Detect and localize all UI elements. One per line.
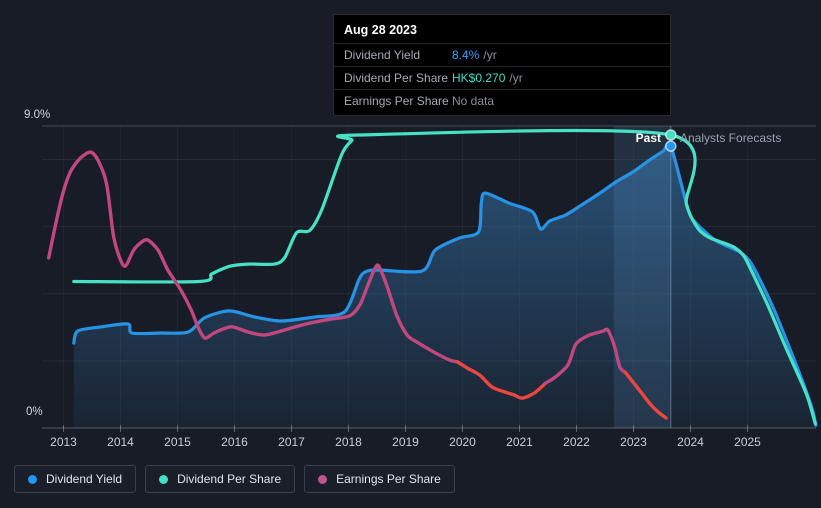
tooltip-suffix: /yr	[483, 48, 497, 62]
dividend-yield-dot-icon	[28, 474, 37, 484]
tooltip-row-dividend-yield: Dividend Yield 8.4% /yr	[334, 43, 670, 66]
svg-text:9.0%: 9.0%	[24, 109, 50, 121]
legend-item-dividend-yield[interactable]: Dividend Yield	[14, 465, 137, 493]
legend-label: Dividend Yield	[46, 472, 123, 486]
tooltip-value: No data	[452, 94, 495, 108]
chart-legend: Dividend Yield Dividend Per Share Earnin…	[14, 465, 455, 493]
svg-text:2023: 2023	[620, 435, 647, 449]
svg-text:2014: 2014	[107, 435, 134, 449]
svg-text:0%: 0%	[26, 406, 43, 418]
earnings-per-share-dot-icon	[318, 474, 328, 484]
dividend-per-share-dot-icon	[159, 474, 169, 484]
tooltip-label: Dividend Yield	[344, 48, 421, 62]
legend-item-earnings-per-share[interactable]: Earnings Per Share	[304, 465, 455, 493]
svg-text:2017: 2017	[278, 435, 305, 449]
tooltip-row-dividend-per-share: Dividend Per Share HK$0.270 /yr	[334, 66, 670, 89]
past-label: Past	[635, 131, 661, 145]
svg-text:2019: 2019	[392, 435, 419, 449]
legend-item-dividend-per-share[interactable]: Dividend Per Share	[145, 465, 296, 493]
tooltip-value: 8.4%	[452, 48, 480, 62]
svg-text:2016: 2016	[221, 435, 248, 449]
analysts-forecasts-label: Analysts Forecasts	[680, 131, 782, 145]
svg-text:2015: 2015	[164, 435, 191, 449]
tooltip-row-earnings-per-share: Earnings Per Share No data	[334, 89, 670, 112]
legend-label: Dividend Per Share	[177, 472, 282, 486]
svg-text:2022: 2022	[563, 435, 590, 449]
tooltip-label: Dividend Per Share	[344, 71, 449, 85]
legend-label: Earnings Per Share	[336, 472, 441, 486]
tooltip-label: Earnings Per Share	[344, 94, 449, 108]
svg-text:2025: 2025	[734, 435, 761, 449]
svg-text:2018: 2018	[335, 435, 362, 449]
svg-text:2024: 2024	[677, 435, 704, 449]
chart-canvas[interactable]: 9.0% 0% 2013 2014 2015 2016 2017 2018 2019 2020 20…	[0, 0, 821, 455]
chart-tooltip: Aug 28 2023 Dividend Yield 8.4% /yr Divi…	[333, 14, 671, 116]
tooltip-date: Aug 28 2023	[344, 23, 417, 37]
tooltip-value: HK$0.270	[452, 71, 506, 85]
svg-text:2021: 2021	[506, 435, 533, 449]
svg-text:2020: 2020	[449, 435, 476, 449]
tooltip-suffix: /yr	[509, 71, 523, 85]
svg-text:2013: 2013	[50, 435, 77, 449]
